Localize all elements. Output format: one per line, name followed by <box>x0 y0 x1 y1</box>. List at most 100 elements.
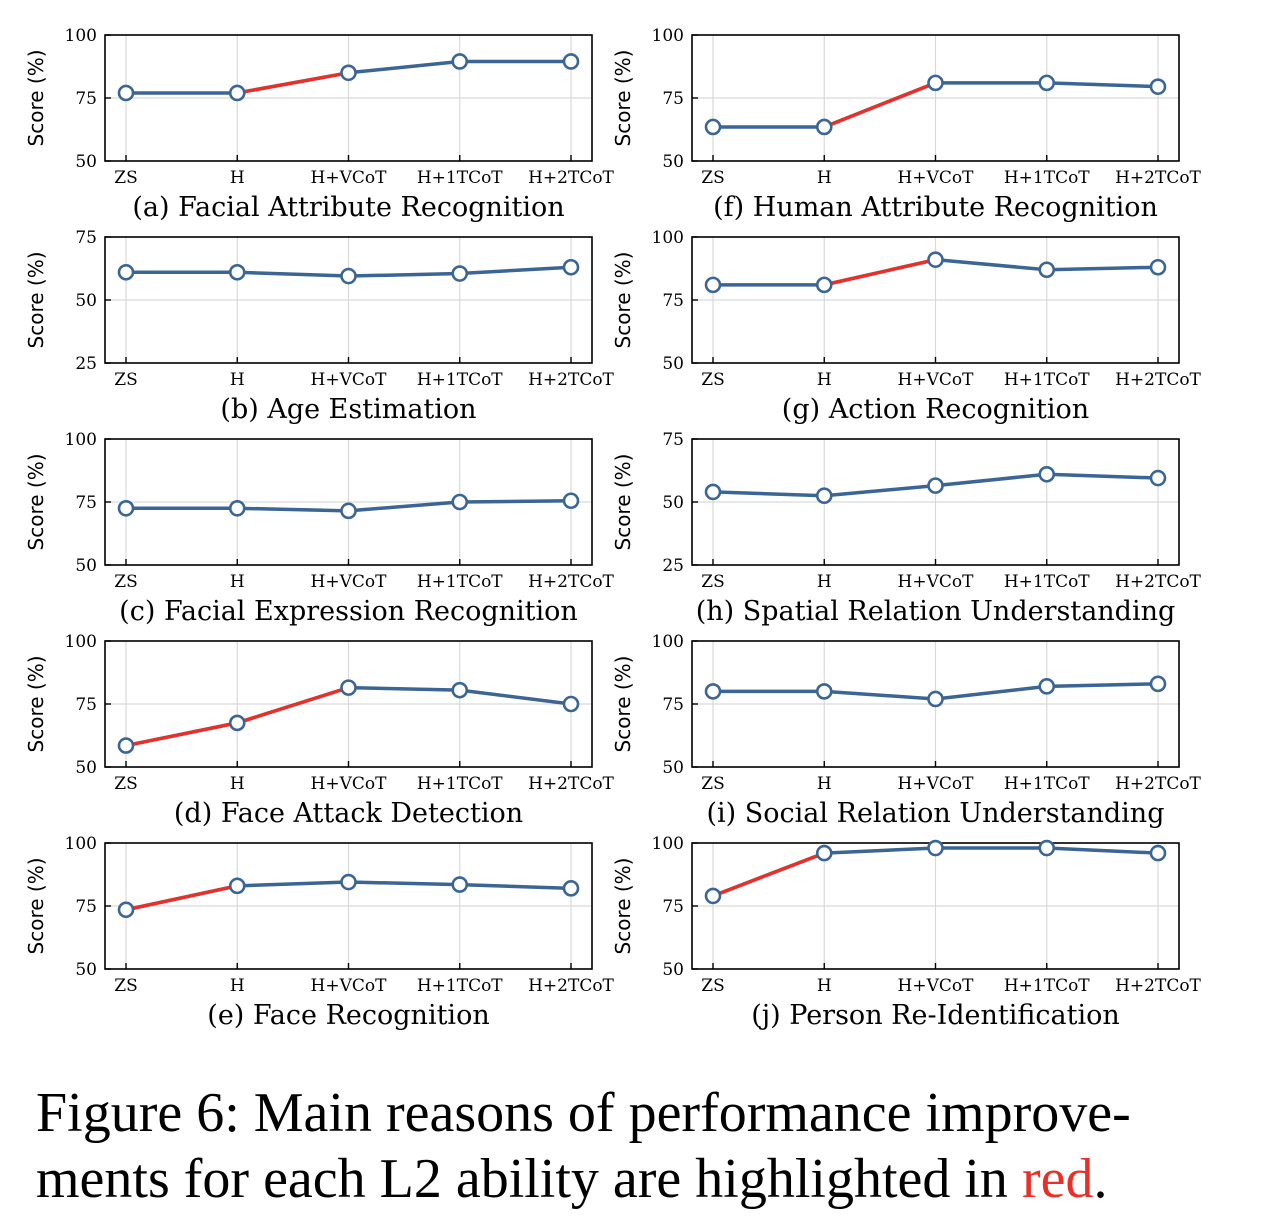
highlight-segment <box>823 257 936 287</box>
x-tick-label: H+VCoT <box>311 370 388 390</box>
x-tick-label: H+2TCoT <box>1115 370 1201 390</box>
x-tick-label: H+VCoT <box>311 976 388 996</box>
data-point <box>704 683 722 700</box>
data-point <box>1149 469 1167 487</box>
data-point <box>451 876 469 893</box>
figure-caption: Figure 6: Main reasons of performance im… <box>36 1080 1246 1212</box>
subplot-title: (c) Facial Expression Recognition <box>119 596 578 627</box>
subplot-c: 50 75 100 ZS H H+VCoT H+1TCoT H+2TCoT Score (%) (… <box>24 430 615 627</box>
subplot-i: 50 75 100 ZS H H+VCoT H+1TCoT H+2TCoT Score (%) (… <box>611 632 1202 829</box>
x-tick-label: H+1TCoT <box>417 370 503 390</box>
y-tick-label: 75 <box>75 493 97 513</box>
x-tick-label: H+1TCoT <box>1004 370 1090 390</box>
highlight-segment <box>823 81 937 129</box>
data-point <box>815 276 833 294</box>
y-tick-label: 75 <box>75 897 97 917</box>
subplot-e: 50 75 100 ZS H H+VCoT H+1TCoT H+2TCoT Score (%) (… <box>24 834 615 1031</box>
subplot-title: (j) Person Re-Identification <box>751 1000 1120 1031</box>
data-point <box>927 74 944 92</box>
x-tick-label: H <box>817 572 832 592</box>
x-tick-label: ZS <box>701 168 724 188</box>
caption-line-1: Figure 6: Main reasons of performance im… <box>36 1082 1131 1144</box>
data-point <box>1038 839 1056 857</box>
highlight-segment <box>236 71 349 95</box>
x-tick-label: H <box>817 774 832 794</box>
x-tick-label: ZS <box>114 168 137 188</box>
data-point <box>1038 465 1056 483</box>
y-tick-label: 50 <box>75 291 97 311</box>
y-tick-label: 50 <box>662 354 684 374</box>
y-tick-label: 50 <box>662 758 684 778</box>
x-tick-label: H+VCoT <box>311 774 388 794</box>
y-tick-label: 75 <box>75 695 97 715</box>
y-tick-label: 75 <box>662 695 684 715</box>
subplot-j: 50 75 100 ZS H H+VCoT H+1TCoT H+2TCoT Score (%) (… <box>611 834 1202 1031</box>
data-point <box>451 681 469 699</box>
y-tick-label: 100 <box>652 26 684 46</box>
data-point <box>1038 74 1056 92</box>
data-point <box>815 487 833 505</box>
data-point <box>562 880 580 897</box>
x-tick-label: H+1TCoT <box>1004 976 1090 996</box>
y-axis-label: Score (%) <box>24 50 48 147</box>
y-tick-label: 100 <box>65 430 97 450</box>
data-point <box>1149 844 1167 862</box>
data-point <box>704 118 722 136</box>
x-tick-label: ZS <box>701 370 724 390</box>
subplot-f: 50 75 100 ZS H H+VCoT H+1TCoT H+2TCoT Score (%) (… <box>611 26 1202 223</box>
x-tick-label: ZS <box>114 774 137 794</box>
subplot-title: (b) Age Estimation <box>220 394 476 425</box>
x-tick-label: H+VCoT <box>311 572 388 592</box>
data-point <box>927 477 944 494</box>
y-tick-label: 100 <box>65 632 97 652</box>
data-point <box>117 499 135 517</box>
x-tick-label: H+1TCoT <box>417 976 503 996</box>
caption-end: . <box>1093 1148 1108 1210</box>
x-tick-label: H+1TCoT <box>1004 572 1090 592</box>
data-point <box>927 690 944 708</box>
x-tick-label: H+1TCoT <box>417 774 503 794</box>
data-point <box>562 695 580 713</box>
subplot-d: 50 75 100 ZS H H+VCoT H+1TCoT H+2TCoT Score (%) (… <box>24 632 615 829</box>
figure-grid: 50 75 100 ZS H H+VCoT H+1TCoT H+2TCoT Score (%) (… <box>24 26 1202 1031</box>
subplot-grid-svg: 50 75 100 ZS H H+VCoT H+1TCoT H+2TCoT Score (%) (… <box>24 26 1202 1031</box>
x-tick-label: H+2TCoT <box>528 572 614 592</box>
y-axis-label: Score (%) <box>24 454 48 551</box>
data-point <box>815 683 833 700</box>
subplot-title: (h) Spatial Relation Understanding <box>696 596 1176 627</box>
x-tick-label: H <box>230 976 245 996</box>
x-tick-label: ZS <box>114 370 137 390</box>
y-axis-label: Score (%) <box>611 858 635 955</box>
x-tick-label: H <box>817 370 832 390</box>
subplot-title: (i) Social Relation Understanding <box>707 798 1165 829</box>
y-axis-label: Score (%) <box>24 252 48 349</box>
data-point <box>1149 675 1167 693</box>
y-tick-label: 75 <box>662 89 684 109</box>
subplot-title: (g) Action Recognition <box>782 394 1089 425</box>
data-point <box>704 276 722 294</box>
x-tick-label: H+2TCoT <box>528 774 614 794</box>
subplot-title: (a) Facial Attribute Recognition <box>132 192 564 223</box>
x-tick-label: H+2TCoT <box>1115 774 1201 794</box>
y-tick-label: 50 <box>75 556 97 576</box>
data-point <box>704 887 722 905</box>
x-tick-label: H <box>817 168 832 188</box>
x-tick-label: ZS <box>701 774 724 794</box>
x-tick-label: ZS <box>701 572 724 592</box>
x-tick-label: H+VCoT <box>898 168 975 188</box>
subplot-title: (e) Face Recognition <box>207 1000 489 1031</box>
data-point <box>340 64 357 82</box>
y-axis-label: Score (%) <box>611 454 635 551</box>
y-tick-label: 100 <box>652 632 684 652</box>
data-point <box>340 873 357 891</box>
caption-highlight-word: red <box>1021 1148 1094 1210</box>
y-tick-label: 75 <box>662 430 684 450</box>
x-tick-label: H+2TCoT <box>1115 572 1201 592</box>
x-tick-label: H <box>230 572 245 592</box>
y-tick-label: 75 <box>662 291 684 311</box>
x-tick-label: ZS <box>701 976 724 996</box>
subplot-title: (f) Human Attribute Recognition <box>713 192 1158 223</box>
x-tick-label: H+VCoT <box>898 774 975 794</box>
y-tick-label: 50 <box>662 493 684 513</box>
data-point <box>704 483 722 501</box>
